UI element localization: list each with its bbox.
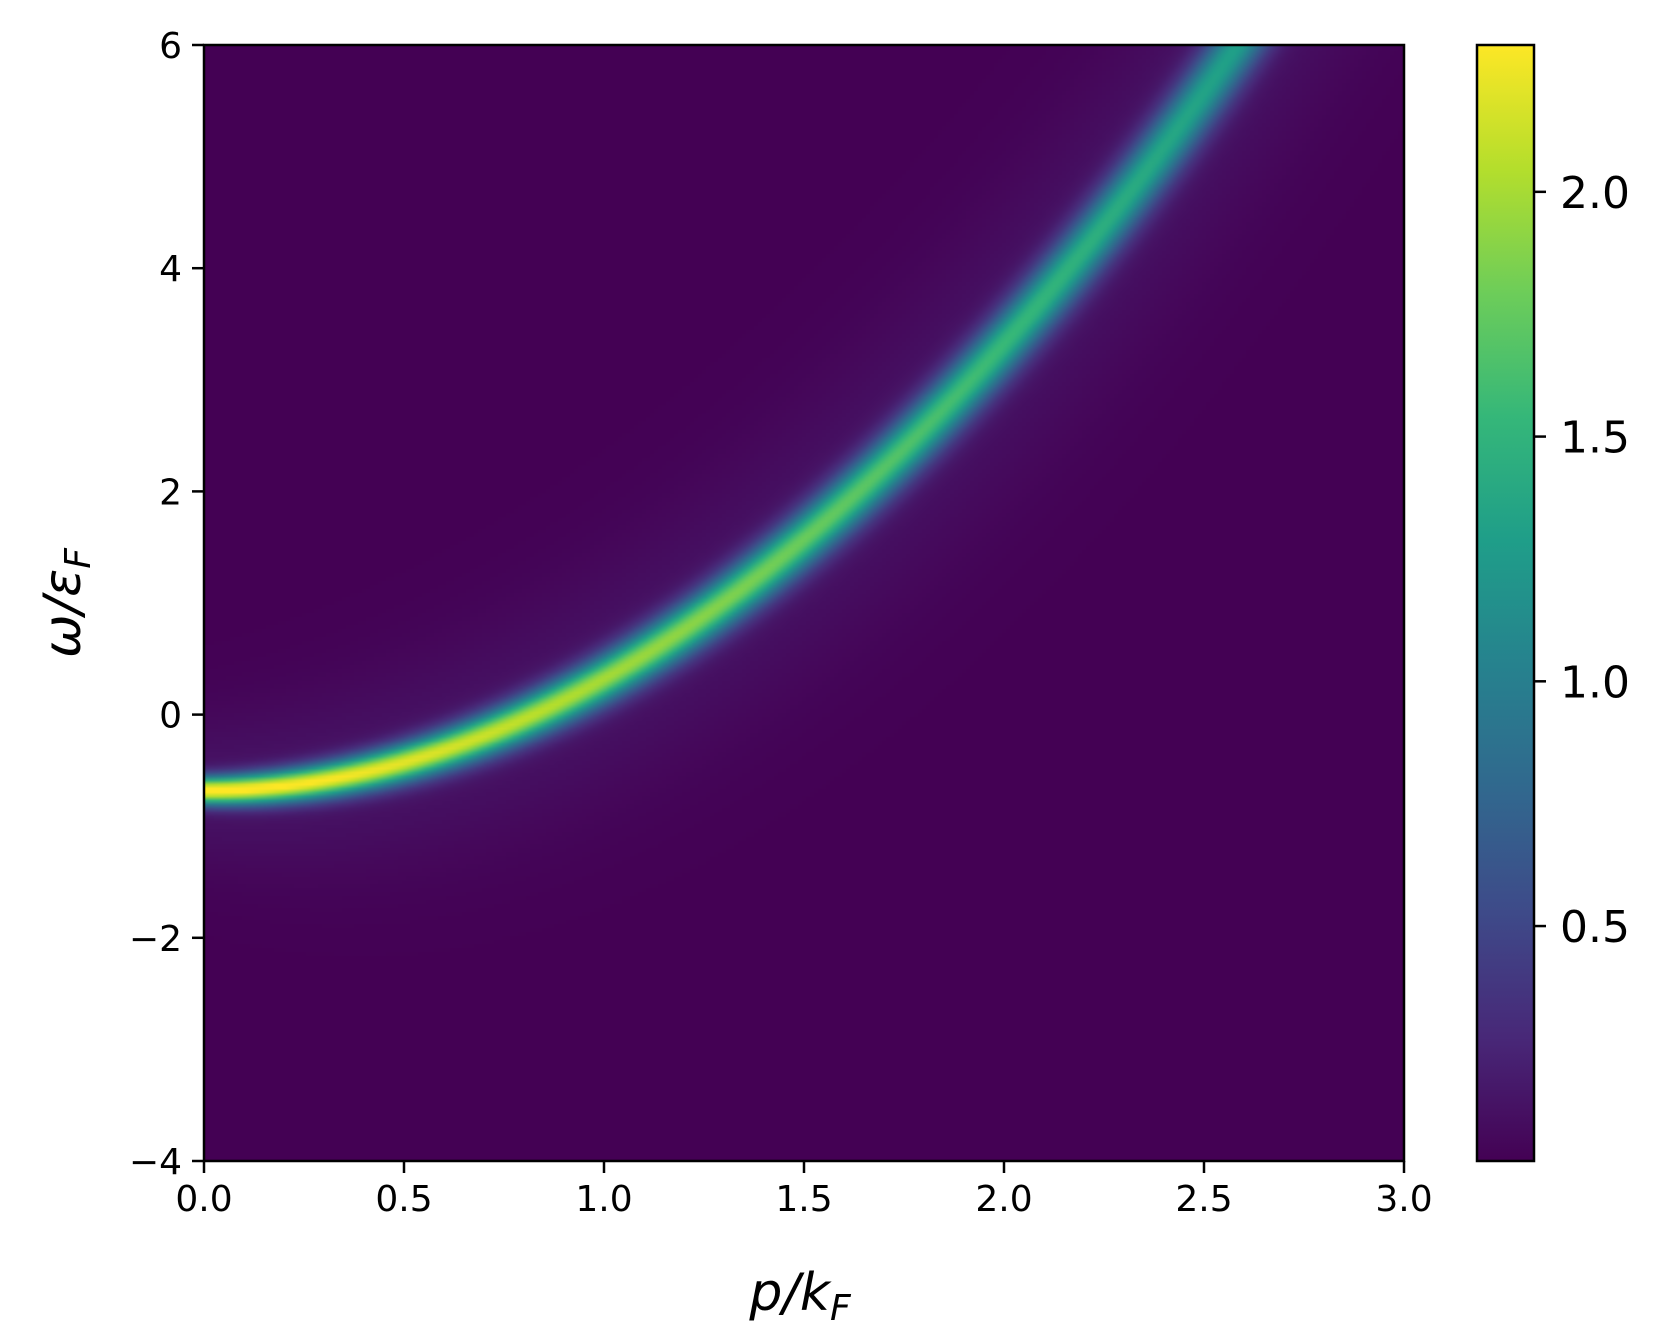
- y-tick-label: −4: [129, 1142, 182, 1183]
- x-axis: 0.0 0.5 1.0 1.5 2.0 2.5 3.0: [175, 1161, 1433, 1220]
- x-tick-label: 3.0: [1375, 1179, 1432, 1220]
- colorbar: 0.5 1.0 1.5 2.0: [1475, 43, 1630, 1163]
- y-axis-label: ω/εF: [33, 547, 99, 658]
- colorbar-tick-label: 1.5: [1560, 413, 1630, 464]
- colorbar-tick-label: 2.0: [1560, 168, 1630, 219]
- x-tick-label: 1.5: [775, 1179, 832, 1220]
- heatmap-plot: [202, 43, 1406, 1163]
- y-axis: −4 −2 0 2 4 6: [129, 26, 204, 1183]
- x-tick-label: 2.5: [1175, 1179, 1232, 1220]
- colorbar-frame: [1475, 43, 1536, 1163]
- colorbar-ticks: 0.5 1.0 1.5 2.0: [1534, 168, 1630, 953]
- colorbar-gradient: [1477, 45, 1534, 1161]
- colorbar-tick-label: 0.5: [1560, 902, 1630, 953]
- y-tick-label: −2: [129, 919, 182, 960]
- x-tick-label: 2.0: [975, 1179, 1032, 1220]
- colorbar-tick-label: 1.0: [1560, 657, 1630, 708]
- x-axis-label: p/kF: [748, 1263, 852, 1329]
- y-tick-label: 4: [159, 249, 182, 290]
- heatmap-image: [204, 45, 1404, 1161]
- y-tick-label: 2: [159, 472, 182, 513]
- y-tick-label: 6: [159, 26, 182, 67]
- x-tick-label: 0.0: [175, 1179, 232, 1220]
- x-tick-label: 1.0: [575, 1179, 632, 1220]
- y-tick-label: 0: [159, 696, 182, 737]
- x-tick-label: 0.5: [375, 1179, 432, 1220]
